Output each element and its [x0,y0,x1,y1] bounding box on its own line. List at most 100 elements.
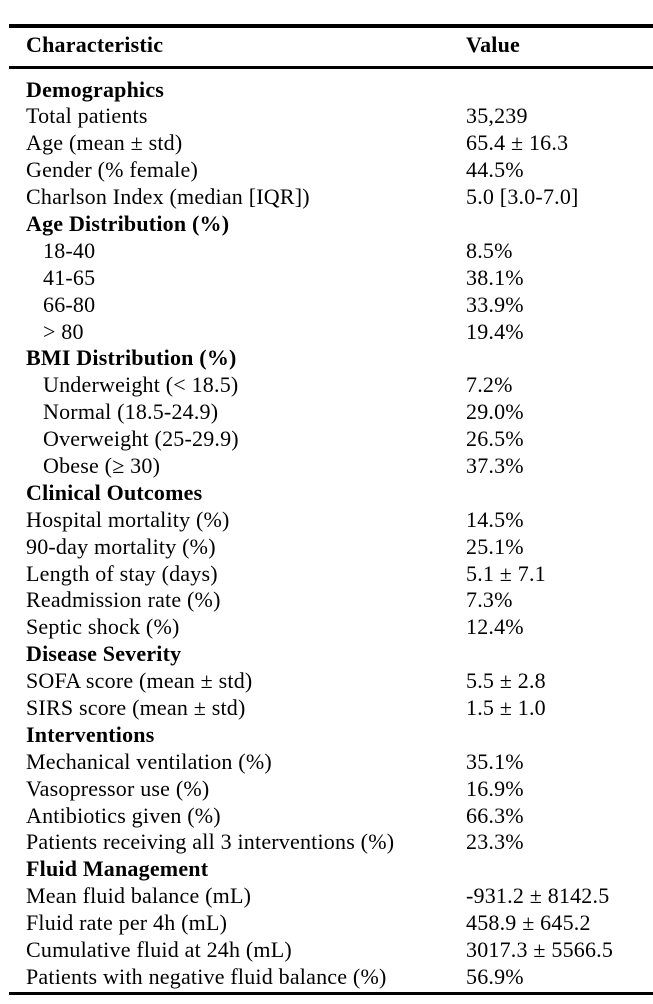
section-header-label: Age Distribution (%) [26,210,230,236]
table-row: Readmission rate (%) 7.3% [0,587,653,614]
row-label: Cumulative fluid at 24h (mL) [26,937,292,962]
row-value: 26.5% [466,426,524,452]
row-label: Readmission rate (%) [26,587,221,613]
row-value: 66.3% [466,802,524,828]
row-value: 33.9% [466,291,524,317]
row-value: 56.9% [466,963,524,989]
row-value: 65.4 ± 16.3 [466,130,569,156]
section-header-row: Fluid Management [0,856,653,883]
row-value: 29.0% [466,399,524,425]
table-header-row: Characteristic Value [0,28,653,66]
row-value: 38.1% [466,264,524,290]
row-label: Charlson Index (median [IQR]) [26,184,310,210]
section-header-row: Demographics [0,77,653,104]
section-header-row: BMI Distribution (%) [0,345,653,372]
row-label: 41-65 [43,264,96,290]
row-value: 7.2% [466,372,513,398]
row-value: 23.3% [466,829,524,855]
row-label: Obese (≥ 30) [43,452,161,478]
table-row: 66-80 33.9% [0,292,653,319]
table-row: Mechanical ventilation (%) 35.1% [0,749,653,776]
row-label: Mechanical ventilation (%) [26,748,272,774]
row-value: 5.0 [3.0-7.0] [466,184,579,210]
row-label: Gender (% female) [26,157,198,183]
table-row: 90-day mortality (%) 25.1% [0,534,653,561]
row-label: Length of stay (days) [26,560,218,586]
table-row: Vasopressor use (%) 16.9% [0,776,653,803]
table-row: 41-65 38.1% [0,265,653,292]
row-value: 7.3% [466,587,513,613]
section-header-label: BMI Distribution (%) [26,345,237,371]
table-row: Septic shock (%) 12.4% [0,614,653,641]
section-header-row: Clinical Outcomes [0,480,653,507]
row-value: 5.1 ± 7.1 [466,560,546,586]
row-value: 44.5% [466,157,524,183]
row-label: SIRS score (mean ± std) [26,694,246,720]
row-label: Mean fluid balance (mL) [26,883,252,909]
table-row: Antibiotics given (%) 66.3% [0,803,653,830]
column-header-value: Value [466,31,520,57]
section-header-label: Interventions [26,721,155,747]
table-row: Patients with negative fluid balance (%)… [0,964,653,991]
row-value: 19.4% [466,318,524,344]
row-value: -931.2 ± 8142.5 [466,883,610,909]
table-row: Overweight (25-29.9) 26.5% [0,426,653,453]
table-row: Charlson Index (median [IQR]) 5.0 [3.0-7.… [0,184,653,211]
row-label: Hospital mortality (%) [26,506,230,532]
row-label: Total patients [26,103,148,129]
section-header-row: Interventions [0,722,653,749]
table-row: Total patients 35,239 [0,103,653,130]
row-label: Antibiotics given (%) [26,802,221,828]
table-row: Underweight (< 18.5) 7.2% [0,372,653,399]
row-label: > 80 [43,318,84,344]
row-value: 3017.3 ± 5566.5 [466,937,614,962]
section-header-label: Clinical Outcomes [26,479,203,505]
table-row: Normal (18.5-24.9) 29.0% [0,399,653,426]
section-header-row: Disease Severity [0,641,653,668]
row-label: Age (mean ± std) [26,130,183,156]
row-label: Patients with negative fluid balance (%) [26,963,387,989]
row-label: Patients receiving all 3 interventions (… [26,829,395,855]
row-value: 37.3% [466,452,524,478]
row-value: 25.1% [466,533,524,559]
row-label: 90-day mortality (%) [26,533,216,559]
row-label: Overweight (25-29.9) [43,426,239,452]
table-row: Hospital mortality (%) 14.5% [0,507,653,534]
row-value: 35,239 [466,103,528,129]
row-value: 458.9 ± 645.2 [466,910,591,936]
row-value: 14.5% [466,506,524,532]
row-value: 5.5 ± 2.8 [466,668,546,694]
section-header-label: Disease Severity [26,641,182,667]
table-row: Length of stay (days) 5.1 ± 7.1 [0,561,653,588]
row-value: 35.1% [466,748,524,774]
row-label: Septic shock (%) [26,614,180,640]
table-bottomrule [9,991,653,995]
row-label: Underweight (< 18.5) [43,372,239,398]
row-label: 18-40 [43,237,96,263]
table-row: Mean fluid balance (mL) -931.2 ± 8142.5 [0,883,653,910]
table-row: Obese (≥ 30) 37.3% [0,453,653,480]
section-header-row: Age Distribution (%) [0,211,653,238]
row-label: Fluid rate per 4h (mL) [26,910,228,936]
table-row: > 80 19.4% [0,319,653,346]
table-toprule [9,24,653,28]
row-value: 12.4% [466,614,524,640]
row-label: 66-80 [43,291,96,317]
table-row: Cumulative fluid at 24h (mL) 3017.3 ± 556… [0,937,653,964]
section-header-label: Demographics [26,76,165,102]
table-row: SOFA score (mean ± std) 5.5 ± 2.8 [0,668,653,695]
table-row: Fluid rate per 4h (mL) 458.9 ± 645.2 [0,910,653,937]
row-value: 1.5 ± 1.0 [466,694,546,720]
row-label: SOFA score (mean ± std) [26,668,253,694]
column-header-characteristic: Characteristic [26,31,164,57]
row-label: Normal (18.5-24.9) [43,399,219,425]
table-row: Gender (% female) 44.5% [0,157,653,184]
row-value: 8.5% [466,237,513,263]
table-row: Patients receiving all 3 interventions (… [0,829,653,856]
table-row: 18-40 8.5% [0,238,653,265]
table-midrule [9,65,653,69]
table-row: SIRS score (mean ± std) 1.5 ± 1.0 [0,695,653,722]
table-body: Demographics Total patients 35,239 Age (mea… [0,69,653,991]
section-header-label: Fluid Management [26,856,209,882]
